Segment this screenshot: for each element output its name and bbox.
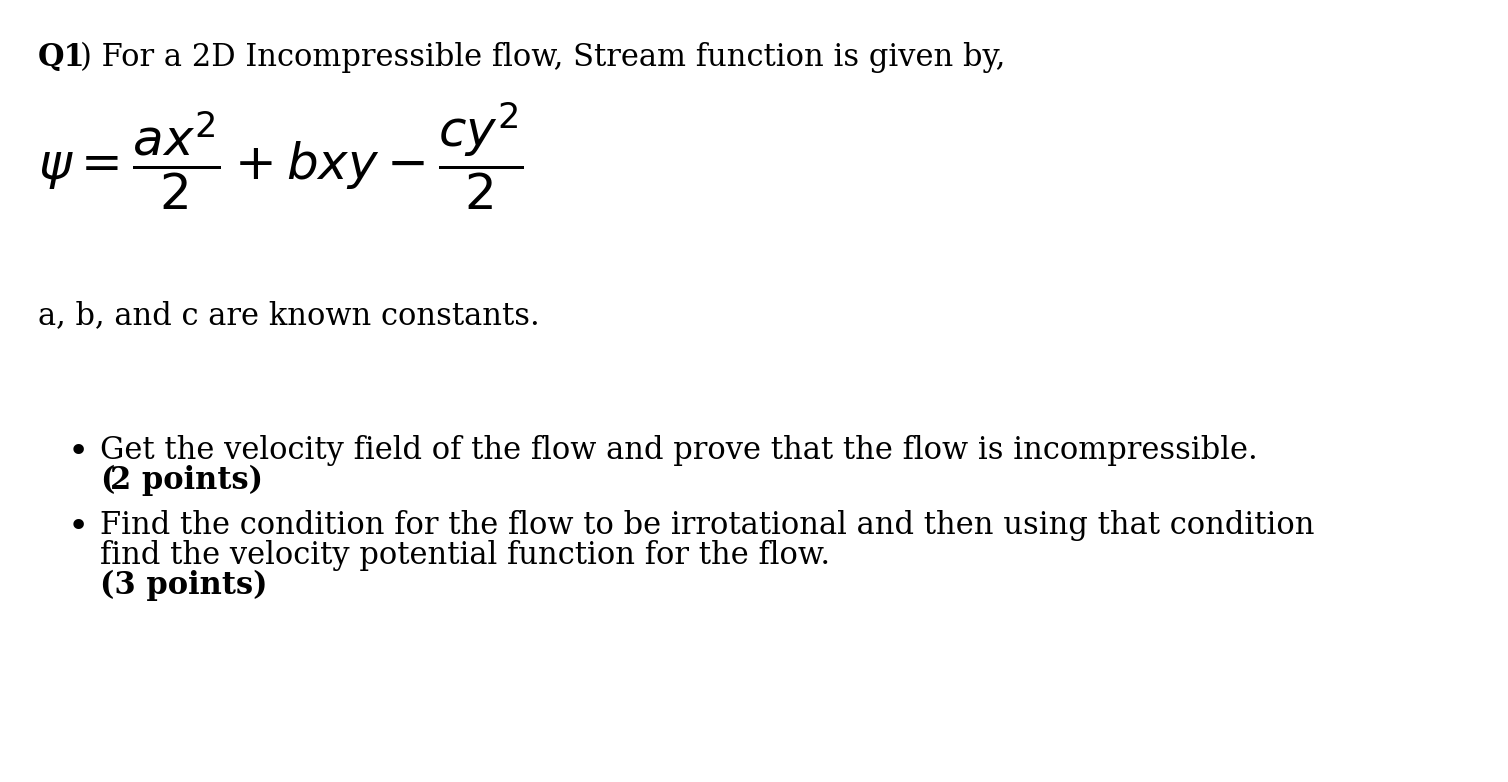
Text: •: • (68, 510, 89, 544)
Text: $\psi = \dfrac{ax^2}{2} + bxy - \dfrac{cy^2}{2}$: $\psi = \dfrac{ax^2}{2} + bxy - \dfrac{c… (38, 100, 523, 212)
Text: •: • (68, 435, 89, 469)
Text: (3 points): (3 points) (100, 570, 267, 601)
Text: Get the velocity field of the flow and prove that the flow is incompressible.: Get the velocity field of the flow and p… (100, 435, 1258, 466)
Text: (: ( (100, 465, 115, 496)
Text: 2 points): 2 points) (110, 465, 262, 497)
Text: ) For a 2D Incompressible flow, Stream function is given by,: ) For a 2D Incompressible flow, Stream f… (80, 42, 1006, 74)
Text: find the velocity potential function for the flow.: find the velocity potential function for… (100, 540, 829, 571)
Text: a, b, and c are known constants.: a, b, and c are known constants. (38, 300, 540, 331)
Text: Find the condition for the flow to be irrotational and then using that condition: Find the condition for the flow to be ir… (100, 510, 1315, 541)
Text: Q1: Q1 (38, 42, 86, 73)
